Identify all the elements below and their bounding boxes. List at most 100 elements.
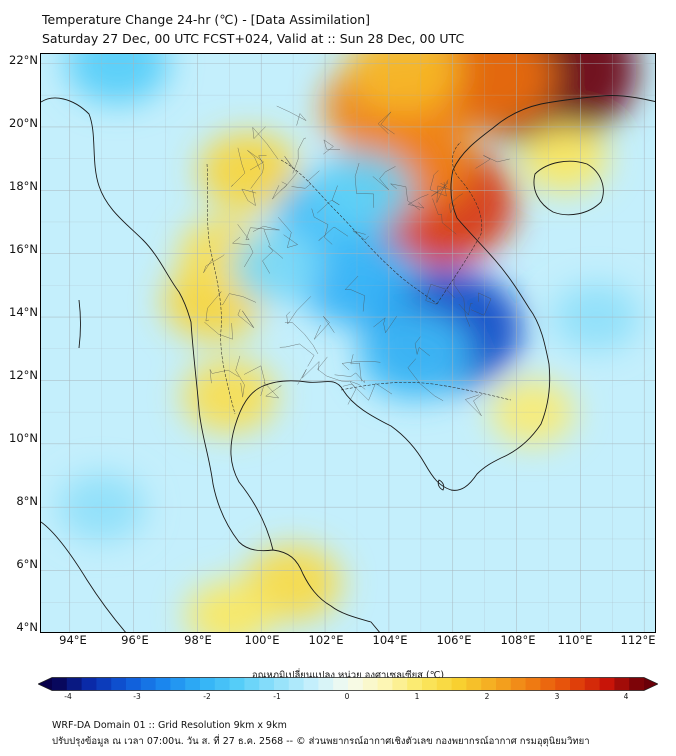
colorbar-segment bbox=[318, 677, 334, 691]
province-boundary bbox=[449, 193, 463, 214]
province-boundary bbox=[414, 336, 430, 357]
colorbar-tick: 1 bbox=[414, 692, 420, 701]
coastline-phuquoc bbox=[437, 479, 445, 491]
colorbar-segment bbox=[259, 677, 275, 691]
colorbar-segment bbox=[614, 677, 630, 691]
map-panel[interactable] bbox=[40, 53, 656, 633]
province-boundary bbox=[347, 380, 366, 405]
lat-label: 6°N bbox=[16, 557, 38, 571]
colorbar-segment bbox=[170, 677, 186, 691]
colorbar-segment bbox=[229, 677, 245, 691]
colorbar-segment bbox=[466, 677, 482, 691]
field-anomaly-hainan-warm bbox=[520, 124, 609, 193]
colorbar-segment bbox=[52, 677, 68, 691]
colorbar bbox=[38, 677, 658, 691]
colorbar-segment bbox=[274, 677, 290, 691]
province-boundary bbox=[407, 358, 444, 401]
province-boundary bbox=[311, 208, 333, 245]
colorbar-tick: 3 bbox=[554, 692, 560, 701]
province-boundary bbox=[237, 309, 255, 328]
field-anomaly-tenasserim-warm bbox=[182, 359, 277, 434]
lon-label: 104°E bbox=[372, 633, 408, 647]
coastline-gulf-of-thailand bbox=[230, 380, 452, 551]
province-boundary bbox=[317, 185, 340, 214]
province-boundary bbox=[203, 254, 225, 273]
colorbar-segment bbox=[599, 677, 615, 691]
province-boundary bbox=[252, 226, 280, 246]
border-laos-vietnam bbox=[436, 141, 483, 305]
colorbar-segment bbox=[81, 677, 97, 691]
province-boundary bbox=[235, 355, 245, 398]
province-boundary bbox=[291, 170, 320, 189]
colorbar-segment bbox=[96, 677, 112, 691]
province-boundary bbox=[237, 224, 265, 240]
province-boundary bbox=[372, 166, 396, 190]
lon-label: 112°E bbox=[620, 633, 656, 647]
field-anomaly-myanmar-warm-north bbox=[198, 132, 299, 211]
lon-label: 102°E bbox=[308, 633, 344, 647]
province-boundary bbox=[453, 277, 471, 327]
coastline-hainan bbox=[533, 160, 604, 216]
colorbar-segment bbox=[525, 677, 541, 691]
coastline-sumatra bbox=[41, 521, 126, 632]
province-boundary bbox=[475, 155, 510, 169]
province-boundary bbox=[278, 217, 298, 248]
footer-model-info: WRF-DA Domain 01 :: Grid Resolution 9km … bbox=[52, 720, 287, 731]
colorbar-segment bbox=[348, 677, 364, 691]
map-svg[interactable] bbox=[41, 54, 656, 633]
province-boundary bbox=[252, 126, 279, 160]
province-boundary bbox=[352, 230, 369, 241]
colorbar-segment bbox=[422, 677, 438, 691]
field-anomaly-southwest-china-warm bbox=[348, 54, 462, 115]
colorbar-segment bbox=[392, 677, 408, 691]
colorbar-tick: -2 bbox=[203, 692, 211, 701]
colorbar-segment bbox=[66, 677, 82, 691]
province-boundary bbox=[241, 188, 257, 206]
colorbar-tick: -3 bbox=[133, 692, 141, 701]
colorbar-segment bbox=[200, 677, 216, 691]
province-boundary bbox=[314, 316, 335, 340]
colorbar-segment bbox=[140, 677, 156, 691]
lat-label: 12°N bbox=[9, 368, 38, 382]
colorbar-segments bbox=[38, 677, 658, 691]
province-boundary bbox=[431, 181, 449, 197]
field-anomaly-coast-warm-patch bbox=[490, 379, 575, 446]
colorbar-segment bbox=[555, 677, 571, 691]
colorbar-extend-high bbox=[644, 677, 658, 691]
province-boundary bbox=[297, 361, 320, 385]
lat-label: 4°N bbox=[16, 620, 38, 634]
colorbar-segment bbox=[111, 677, 127, 691]
province-boundary bbox=[470, 292, 492, 316]
coastline-mainland bbox=[41, 97, 380, 632]
province-boundary bbox=[272, 181, 288, 200]
colorbar-title: อุณหภูมิเปลี่ยนแปลง หน่วย องศาเซลเซียส (… bbox=[251, 670, 445, 681]
field-anomaly-central-thailand-cold bbox=[230, 229, 325, 304]
province-boundary bbox=[317, 356, 350, 382]
lat-label: 20°N bbox=[9, 116, 38, 130]
colorbar-segment bbox=[303, 677, 319, 691]
province-boundary bbox=[407, 194, 429, 209]
lat-label: 18°N bbox=[9, 179, 38, 193]
province-boundary bbox=[284, 322, 319, 354]
colorbar-segment bbox=[126, 677, 142, 691]
province-boundary bbox=[250, 155, 267, 189]
lat-label: 10°N bbox=[9, 431, 38, 445]
colorbar-tick: 2 bbox=[484, 692, 490, 701]
province-boundary bbox=[429, 170, 447, 197]
coastline-vietnam-east bbox=[450, 95, 655, 491]
province-boundary bbox=[354, 162, 374, 208]
lon-label: 108°E bbox=[500, 633, 536, 647]
field-anomaly-cambodia-cold-2 bbox=[357, 310, 472, 400]
lon-label: 110°E bbox=[557, 633, 593, 647]
province-boundary bbox=[244, 365, 266, 397]
lon-label: 100°E bbox=[244, 633, 280, 647]
colorbar-segment bbox=[185, 677, 201, 691]
colorbar-segment bbox=[584, 677, 600, 691]
colorbar-segment bbox=[451, 677, 467, 691]
lon-label: 96°E bbox=[121, 633, 149, 647]
lat-label: 8°N bbox=[16, 494, 38, 508]
province-boundary bbox=[209, 369, 239, 384]
province-boundary bbox=[458, 303, 473, 316]
lat-label: 14°N bbox=[9, 305, 38, 319]
province-boundary bbox=[280, 156, 298, 191]
